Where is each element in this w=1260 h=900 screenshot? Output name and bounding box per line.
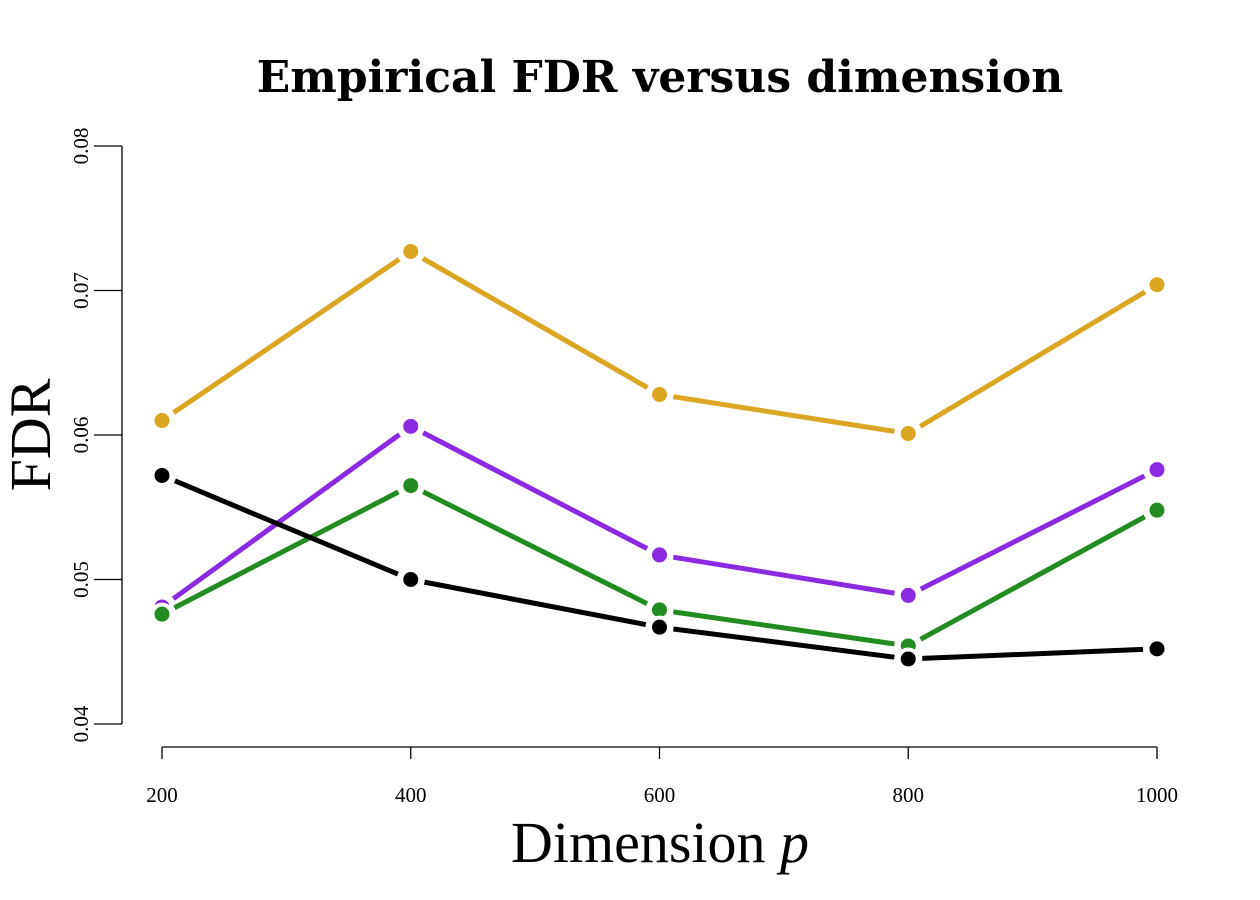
y-tick-label: 0.08 bbox=[69, 128, 93, 165]
x-axis-label: Dimension p bbox=[511, 810, 809, 875]
chart-title: Empirical FDR versus dimension bbox=[257, 52, 1064, 103]
y-tick-label: 0.06 bbox=[69, 417, 93, 454]
series-3-segment bbox=[173, 489, 400, 610]
series-3-segment bbox=[672, 609, 895, 647]
series-2-point bbox=[1145, 458, 1169, 482]
series-points bbox=[150, 239, 1169, 671]
y-axis-label: FDR bbox=[0, 378, 63, 491]
series-1-point bbox=[1145, 273, 1169, 297]
series-2-point bbox=[399, 414, 423, 438]
series-lines bbox=[171, 256, 1147, 661]
series-2-segment bbox=[672, 554, 895, 596]
series-4-point bbox=[1145, 637, 1169, 661]
series-3-segment bbox=[919, 514, 1146, 642]
series-1-segment bbox=[918, 289, 1147, 429]
series-1-point bbox=[896, 422, 920, 446]
series-4-point bbox=[896, 647, 920, 671]
y-axis: 0.04 0.05 0.06 0.07 0.08 bbox=[69, 128, 123, 742]
series-1-segment bbox=[421, 256, 649, 390]
x-tick-label: 400 bbox=[395, 783, 427, 807]
series-1-segment bbox=[672, 394, 895, 434]
y-tick-label: 0.04 bbox=[69, 705, 93, 742]
x-tick-label: 200 bbox=[146, 783, 178, 807]
series-1-point bbox=[399, 239, 423, 263]
series-2-point bbox=[896, 583, 920, 607]
x-tick-label: 800 bbox=[893, 783, 925, 807]
series-3-point bbox=[399, 474, 423, 498]
series-1-point bbox=[150, 409, 174, 433]
series-3-point bbox=[150, 602, 174, 626]
series-2-point bbox=[648, 543, 671, 567]
series-3-point bbox=[1145, 498, 1169, 522]
y-tick-label: 0.05 bbox=[69, 561, 93, 598]
x-tick-label: 1000 bbox=[1136, 783, 1178, 807]
x-axis-label-variable: p bbox=[776, 810, 809, 875]
y-tick-label: 0.07 bbox=[69, 272, 93, 309]
series-2-segment bbox=[171, 432, 401, 601]
x-axis: 200 400 600 800 1000 bbox=[146, 746, 1178, 807]
x-axis-label-text: Dimension bbox=[511, 810, 766, 875]
series-3-segment bbox=[422, 489, 649, 606]
series-4-segment bbox=[424, 579, 647, 628]
series-4-point bbox=[150, 463, 174, 487]
series-1-point bbox=[648, 383, 671, 407]
x-tick-label: 600 bbox=[644, 783, 676, 807]
series-4-segment bbox=[922, 646, 1144, 661]
series-4-segment bbox=[173, 478, 399, 577]
series-4-segment bbox=[673, 626, 895, 660]
series-2-segment bbox=[422, 430, 649, 551]
series-2-segment bbox=[919, 473, 1146, 592]
series-4-point bbox=[648, 615, 671, 639]
series-4-point bbox=[399, 568, 423, 591]
series-1-segment bbox=[172, 257, 401, 415]
